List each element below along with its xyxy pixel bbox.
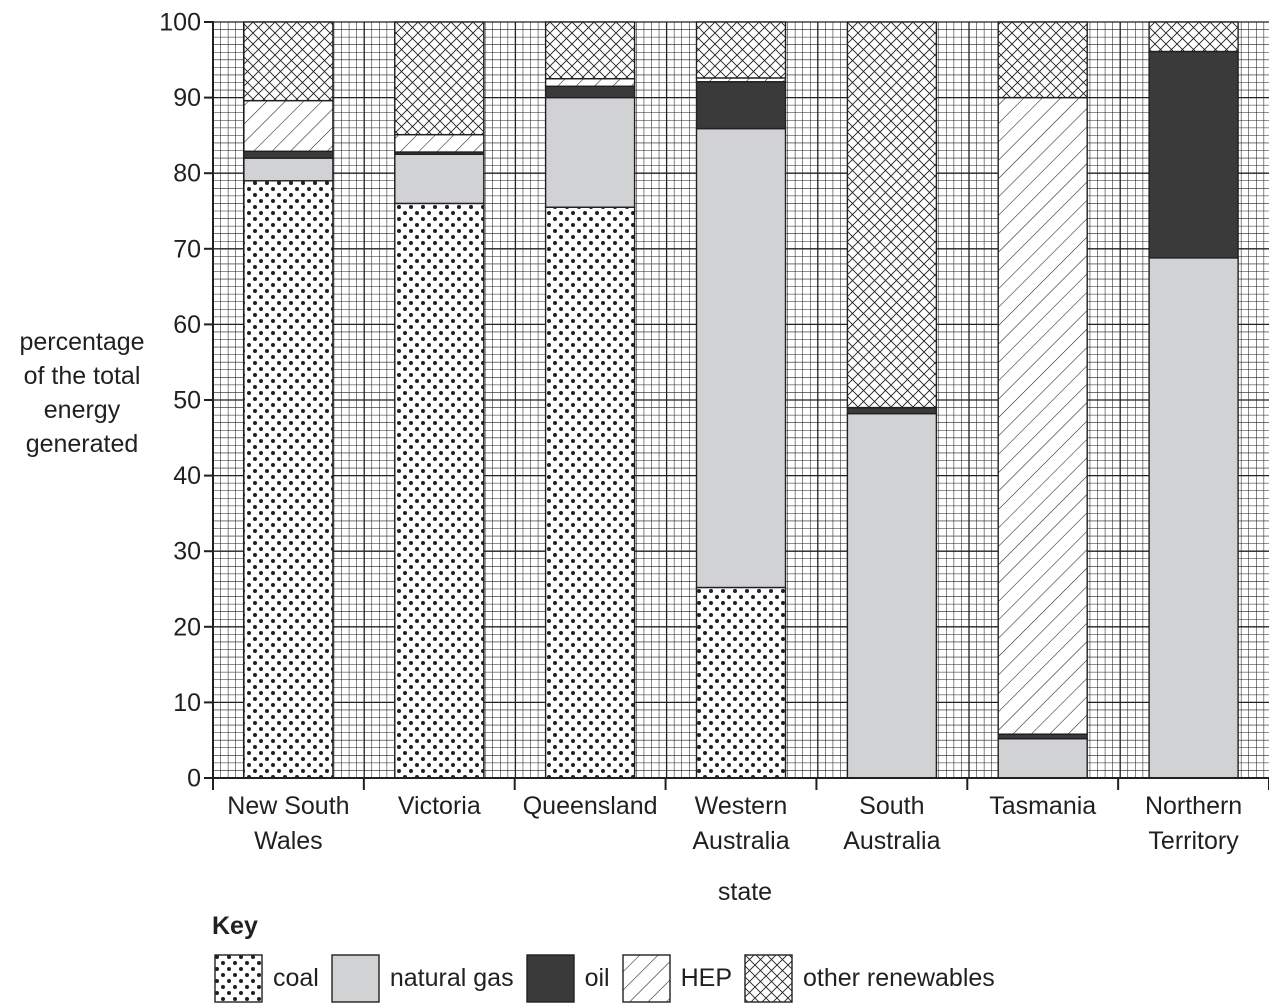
bar-segment-natural-gas [394, 153, 485, 205]
bar-segment-natural-gas [1148, 257, 1239, 779]
legend-swatch-fill [331, 953, 380, 1003]
x-category-label: Queensland [523, 792, 658, 820]
bar-segment-coal [394, 202, 485, 779]
legend-swatch [214, 953, 263, 1003]
bar-segment-oil [544, 85, 636, 99]
x-category-label: Western [695, 792, 788, 820]
y-tick-label: 30 [173, 538, 201, 566]
bar-segment-oil [243, 150, 334, 159]
y-axis-title-line: generated [26, 430, 139, 458]
x-category-label: Australia [692, 827, 789, 855]
y-tick-label: 10 [173, 689, 201, 717]
y-axis-title-line: energy [44, 396, 121, 424]
legend-label: HEP [680, 963, 732, 992]
bar-segment-HEP [997, 96, 1088, 735]
legend-swatch [744, 953, 793, 1003]
bar-segment-oil [1148, 50, 1239, 259]
legend-label: coal [273, 963, 319, 992]
legend-item-natural-gas: natural gas [331, 953, 514, 1003]
legend-item-other-renewables: other renewables [744, 953, 995, 1003]
x-category-label: Australia [843, 827, 940, 855]
stacked-bar-chart: 0 10 20 30 40 50 60 70 80 90 100 New South Wales Vict… [19, 9, 1269, 905]
legend-swatch-fill [214, 953, 263, 1003]
x-category-label: New South [227, 792, 349, 820]
legend-swatch [525, 953, 575, 1003]
bar-segment-other-renewables [997, 21, 1088, 99]
y-axis-title-line: of the total [24, 362, 141, 390]
bar-segment-other-renewables [846, 21, 938, 409]
y-tick-label: 0 [187, 765, 201, 793]
y-tick-label: 80 [173, 160, 201, 188]
bar-segment-HEP [394, 133, 485, 153]
bar-segment-natural-gas [544, 96, 636, 208]
bar-segment-other-renewables [544, 21, 636, 80]
legend-swatch [331, 953, 380, 1003]
y-tick-label: 70 [173, 235, 201, 263]
bar-segment-HEP [243, 99, 334, 152]
bar-segment-coal [544, 206, 636, 779]
x-category-label: Northern [1145, 792, 1242, 820]
legend-swatch-fill [621, 953, 671, 1003]
legend-label: natural gas [389, 963, 514, 992]
legend-item-HEP: HEP [621, 953, 732, 1003]
legend-label: oil [584, 963, 610, 992]
y-tick-label: 90 [173, 84, 201, 112]
y-tick-label: 100 [159, 9, 201, 37]
y-tick-label: 40 [173, 462, 201, 490]
y-tick-label: 60 [173, 311, 201, 339]
legend-item-oil: oil [525, 953, 610, 1003]
x-category-label: Victoria [398, 792, 481, 820]
bar-segment-oil [695, 81, 787, 130]
chart-legend: coal natural gas oil HEP other renewables [214, 953, 1007, 1003]
bar-segment-HEP [544, 77, 636, 87]
bar-segment-coal [695, 586, 787, 779]
bar-segment-coal [243, 180, 334, 779]
x-axis-title: state [718, 878, 772, 905]
bar-segment-other-renewables [695, 21, 787, 79]
y-tick-label: 50 [173, 387, 201, 415]
legend-swatch-fill [744, 953, 793, 1003]
bar-segment-other-renewables [1148, 21, 1239, 53]
chart-bars [243, 21, 1239, 779]
y-tick-label: 20 [173, 613, 201, 641]
bar-segment-other-renewables [394, 21, 485, 136]
x-category-label: Wales [254, 827, 323, 855]
key-title: Key [212, 912, 258, 940]
legend-label: other renewables [803, 963, 995, 992]
bar-segment-oil [846, 406, 938, 415]
bar-segment-natural-gas [695, 127, 787, 589]
legend-item-coal: coal [214, 953, 319, 1003]
bar-segment-natural-gas [846, 412, 938, 779]
legend-swatch-fill [525, 953, 575, 1003]
bar-segment-natural-gas [243, 157, 334, 182]
x-category-label: Tasmania [989, 792, 1096, 820]
bar-segment-other-renewables [243, 21, 334, 102]
bar-segment-natural-gas [997, 737, 1088, 779]
chart-axes: 0 10 20 30 40 50 60 70 80 90 100 New South Wales Vict… [19, 9, 1269, 905]
y-axis-title-line: percentage [19, 328, 144, 356]
legend-swatch [621, 953, 671, 1003]
x-category-label: Territory [1148, 827, 1239, 855]
x-category-label: South [859, 792, 924, 820]
